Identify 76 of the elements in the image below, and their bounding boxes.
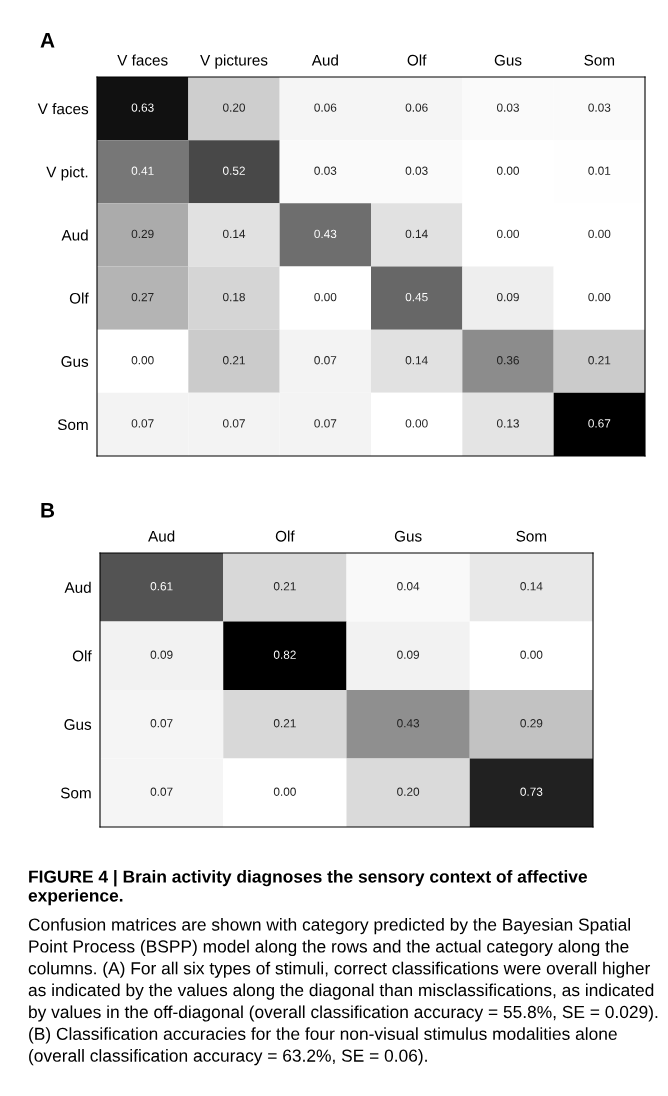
data-label: 0.20: [397, 787, 420, 796]
data-label: 0.07: [314, 419, 337, 428]
x-tick-label: Aud: [311, 54, 338, 66]
data-label: 0.45: [405, 292, 428, 302]
data-label: 0.07: [314, 356, 337, 365]
data-label: 0.67: [588, 419, 611, 428]
data-label: 0.06: [314, 103, 337, 112]
x-tick-label: Gus: [494, 54, 522, 66]
data-label: 0.00: [405, 419, 428, 428]
data-label: 0.82: [273, 650, 296, 659]
data-label: 0.00: [520, 650, 543, 659]
data-label: 0.61: [150, 582, 173, 591]
x-tick-label: Olf: [407, 54, 427, 66]
data-label: 0.07: [131, 419, 154, 428]
data-label: 0.00: [588, 229, 611, 239]
data-label: 0.00: [496, 229, 520, 239]
data-label: 0.14: [520, 582, 543, 591]
data-label: 0.36: [496, 356, 519, 365]
data-label: 0.07: [150, 787, 173, 796]
y-tick-label: Gus: [61, 356, 89, 367]
x-tick-label: V faces: [117, 54, 168, 66]
data-label: 0.18: [222, 292, 245, 302]
data-label: 0.13: [496, 419, 519, 428]
x-tick-label: Aud: [148, 530, 175, 542]
chart-title: B: [41, 503, 55, 518]
x-tick-label: Olf: [275, 530, 295, 542]
data-label: 0.01: [588, 166, 611, 175]
y-tick-label: Gus: [64, 719, 92, 730]
data-label: 0.07: [150, 719, 173, 728]
data-label: 0.00: [314, 292, 337, 302]
y-tick-label: Olf: [69, 292, 89, 304]
x-tick-label: Gus: [394, 530, 422, 542]
data-label: 0.29: [520, 719, 543, 728]
data-label: 0.52: [222, 166, 245, 175]
data-label: 0.03: [314, 166, 337, 175]
data-label: 0.21: [588, 356, 611, 365]
data-label: 0.03: [496, 103, 519, 112]
data-label: 0.43: [314, 229, 337, 239]
data-label: 0.73: [520, 787, 543, 796]
y-tick-label: V faces: [37, 103, 89, 115]
data-label: 0.14: [405, 356, 428, 365]
x-tick-label: V pictures: [200, 54, 268, 69]
data-label: 0.29: [131, 229, 154, 239]
data-label: 0.00: [131, 356, 154, 365]
y-tick-label: Aud: [61, 229, 88, 241]
text: Confusion matrices are shown with category predicted by the Bayesian Spatial Point Process (BSPP) model along the rows and the actual category along the columns. (A) For all six types of stimuli, correct classifications were overall higher as indicated by the values along the diagonal than misclassifications, as indicated by values in the off-diagonal (overall classification accuracy = 55.8%, SE = 0.029). (B) Classification accuracies for the four non-visual stimulus modalities alone (overall classification accuracy = 63.2%, SE = 0.06).: [28, 918, 658, 1066]
data-label: 0.00: [273, 787, 296, 796]
data-label: 0.00: [496, 166, 520, 175]
y-tick-label: Aud: [64, 581, 91, 593]
data-label: 0.03: [405, 166, 428, 175]
y-tick-label: Som: [60, 787, 91, 799]
data-label: 0.09: [150, 650, 173, 659]
data-label: 0.00: [588, 292, 611, 302]
data-label: 0.14: [405, 229, 428, 239]
y-tick-label: V pict.: [46, 166, 88, 181]
y-tick-label: Olf: [72, 650, 92, 662]
data-label: 0.21: [273, 582, 296, 591]
data-label: 0.21: [222, 356, 245, 365]
caption: FIGURE 4 | Brain activity diagnoses the sensory context of affective experience.: [28, 870, 588, 906]
data-label: 0.09: [496, 292, 519, 302]
x-tick-label: Som: [516, 530, 547, 542]
data-label: 0.09: [397, 650, 420, 659]
data-label: 0.03: [588, 103, 611, 112]
y-tick-label: Som: [57, 419, 88, 431]
data-label: 0.43: [397, 719, 420, 728]
data-label: 0.20: [222, 103, 246, 112]
data-label: 0.04: [397, 582, 420, 591]
chart-title: A: [40, 33, 55, 48]
data-label: 0.14: [222, 229, 246, 239]
data-label: 0.06: [405, 103, 428, 112]
data-label: 0.21: [273, 719, 296, 728]
data-label: 0.41: [131, 166, 154, 175]
data-label: 0.63: [131, 103, 154, 112]
x-tick-label: Som: [584, 54, 615, 66]
data-label: 0.27: [131, 292, 154, 302]
data-label: 0.07: [222, 419, 245, 428]
